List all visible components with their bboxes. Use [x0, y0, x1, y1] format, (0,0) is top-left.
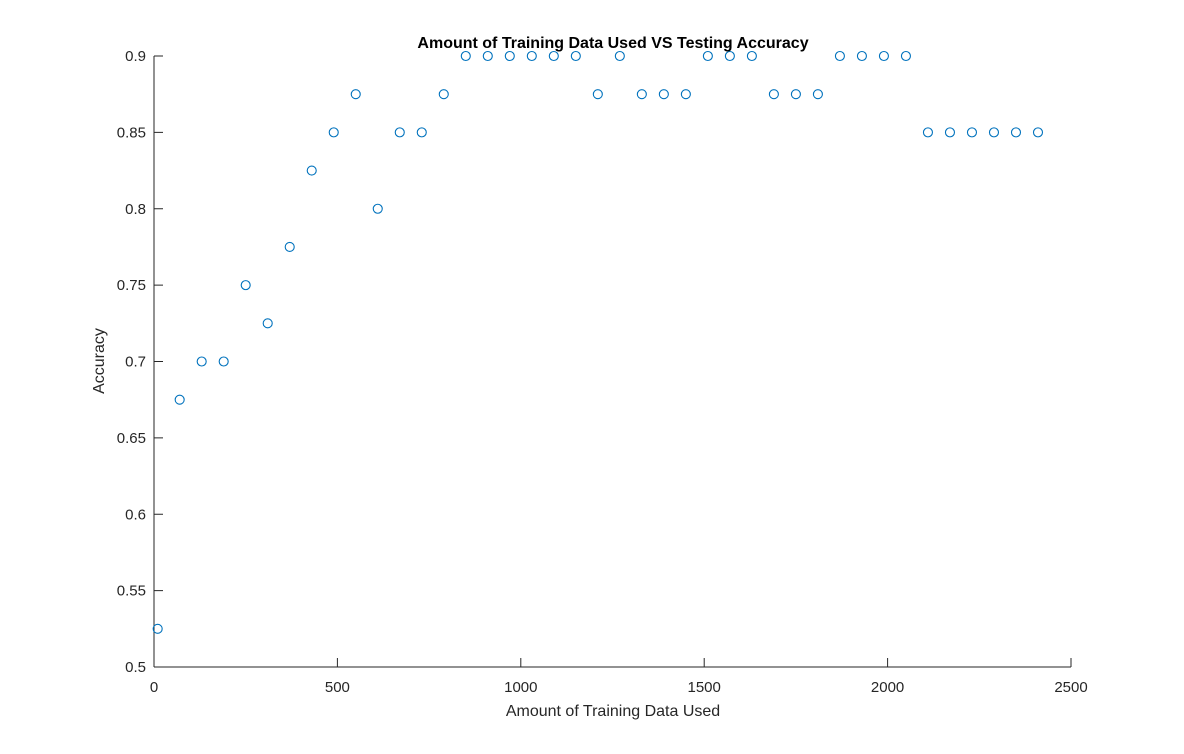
- data-point: [878, 50, 889, 62]
- data-point: [372, 203, 383, 214]
- data-point: [350, 89, 361, 100]
- data-point: [1032, 127, 1044, 138]
- data-point: [834, 50, 845, 62]
- data-point: [988, 127, 1000, 138]
- data-point: [240, 280, 251, 291]
- y-tick-label: 0.9: [125, 48, 146, 65]
- data-point: [174, 394, 185, 405]
- data-point: [658, 89, 669, 100]
- x-tick-label: 2000: [871, 679, 904, 696]
- y-tick-label: 0.8: [125, 201, 146, 218]
- data-point: [856, 50, 867, 62]
- y-tick-label: 0.75: [117, 277, 146, 294]
- data-point: [504, 50, 515, 62]
- ticks: 0 500 1000 1500 2000 2500 0.5 0.55 0.6 0.65 0.7 0.7…: [117, 48, 1088, 696]
- data-point: [548, 50, 559, 62]
- data-point: [724, 50, 735, 62]
- data-point: [152, 623, 163, 634]
- data-point: [922, 127, 933, 138]
- x-axis-title: Amount of Training Data Used: [506, 703, 720, 720]
- y-tick-label: 0.65: [117, 430, 146, 447]
- data-point: [306, 165, 317, 176]
- x-tick-label: 1000: [504, 679, 537, 696]
- data-point: [438, 89, 449, 100]
- data-point: [262, 318, 273, 329]
- data-points: [152, 50, 1044, 634]
- x-tick-label: 1500: [688, 679, 721, 696]
- y-axis-title: Accuracy: [91, 328, 108, 394]
- data-point: [570, 50, 581, 62]
- chart-title: Amount of Training Data Used VS Testing …: [417, 35, 808, 52]
- data-point: [218, 356, 229, 367]
- y-tick-label: 0.7: [125, 354, 146, 371]
- data-point: [394, 127, 405, 138]
- y-tick-label: 0.85: [117, 124, 146, 141]
- data-point: [196, 356, 207, 367]
- data-point: [900, 50, 911, 62]
- data-point: [526, 50, 537, 62]
- data-point: [1010, 127, 1022, 138]
- data-point: [614, 50, 625, 62]
- data-point: [768, 89, 779, 100]
- data-point: [680, 89, 691, 100]
- data-point: [966, 127, 978, 138]
- data-point: [416, 127, 427, 138]
- data-point: [328, 127, 339, 138]
- data-point: [636, 89, 647, 100]
- data-point: [460, 50, 471, 62]
- axes: [153, 56, 1071, 668]
- data-point: [482, 50, 493, 62]
- data-point: [702, 50, 713, 62]
- data-point: [790, 89, 801, 100]
- data-point: [812, 89, 823, 100]
- y-tick-label: 0.5: [125, 659, 146, 676]
- data-point: [746, 50, 757, 62]
- y-tick-label: 0.55: [117, 583, 146, 600]
- data-point: [284, 241, 295, 252]
- x-tick-label: 2500: [1054, 679, 1087, 696]
- x-tick-label: 500: [325, 679, 350, 696]
- data-point: [592, 89, 603, 100]
- data-point: [944, 127, 956, 138]
- x-tick-label: 0: [150, 679, 158, 696]
- y-tick-label: 0.6: [125, 506, 146, 523]
